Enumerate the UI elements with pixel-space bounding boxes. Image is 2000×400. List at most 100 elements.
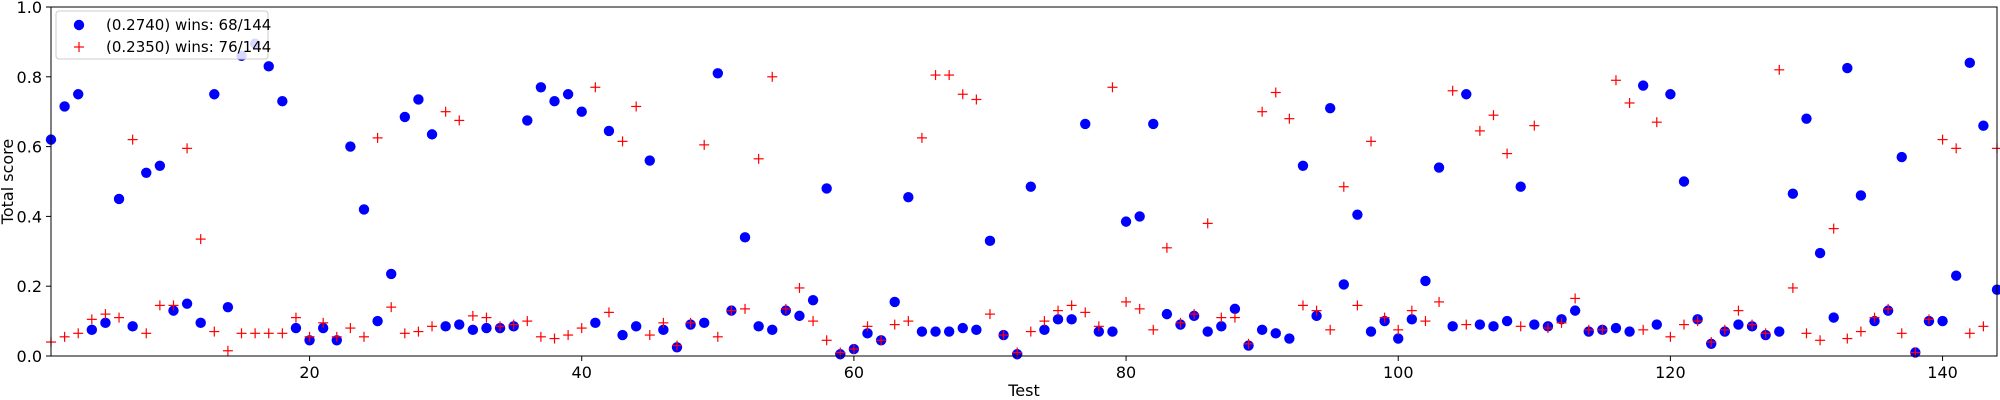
data-point [971,94,982,105]
data-point [358,204,370,215]
data-point [1774,64,1785,75]
data-point [113,193,125,205]
data-point [535,82,547,93]
data-point [712,68,724,79]
data-point [590,82,601,93]
data-point [1815,335,1826,346]
data-point [250,328,261,339]
data-point [753,321,764,332]
data-point [1052,314,1064,325]
data-point [957,322,968,334]
data-point [1692,316,1703,327]
data-point [1869,312,1880,323]
data-point [1121,296,1132,307]
data-point [1964,328,1975,339]
data-point [1733,319,1744,330]
data-point [1637,80,1649,91]
data-point [1801,113,1812,124]
data-point [1297,160,1309,171]
data-point [1297,300,1308,311]
data-point [1978,321,1989,332]
x-tick-label: 140 [1927,363,1958,382]
data-point [1896,328,1907,339]
data-point [1025,326,1036,337]
data-point [807,294,819,306]
data-point [576,106,587,117]
data-point [930,326,941,337]
data-point [1175,317,1186,328]
data-point [1284,333,1295,344]
data-point [903,316,914,327]
data-point [127,321,138,332]
y-axis-label: Total score [0,139,17,225]
data-point [222,345,233,356]
data-point [522,316,533,327]
data-point [944,70,955,81]
data-point [1352,300,1363,311]
data-point [1774,326,1785,337]
data-point [1501,315,1513,327]
data-point [1257,106,1268,117]
data-point [794,282,805,293]
data-point [916,326,928,337]
data-point [671,340,682,351]
data-point [399,111,411,123]
y-tick-label: 1.0 [17,0,42,17]
data-point [154,300,165,311]
data-point [59,331,70,342]
data-point [1801,328,1812,339]
data-point [1202,326,1213,337]
data-point [277,328,288,339]
data-point [1570,293,1581,304]
data-point [1311,305,1322,316]
data-point [277,96,288,107]
data-point [1256,324,1268,336]
data-point [1134,303,1145,314]
data-point [1651,117,1662,128]
data-point [508,319,519,330]
data-point [739,232,751,243]
data-point [467,324,479,336]
data-point [127,134,138,145]
data-point [1366,136,1377,147]
data-point [1678,176,1690,187]
data-point [1923,314,1934,325]
data-point [685,317,696,328]
data-point [181,298,193,309]
data-point [1855,190,1867,201]
data-point [603,307,614,318]
data-point [1488,321,1499,332]
data-point [1474,125,1485,136]
data-point [141,167,152,178]
data-point [1080,307,1091,318]
data-point [753,153,764,164]
data-point [73,328,84,339]
data-point [1379,312,1390,323]
data-point [495,321,506,332]
data-point [1787,282,1798,293]
data-point [1229,312,1240,323]
data-point [658,324,669,336]
data-point [1352,209,1363,220]
data-point [712,331,723,342]
data-point [522,115,533,126]
x-tick-label: 40 [572,363,592,382]
data-point [1447,85,1458,96]
data-point [808,316,819,327]
data-point [1978,120,1989,131]
data-point [1461,89,1472,100]
data-point [971,324,982,336]
y-tick-label: 0.2 [17,277,42,296]
y-tick-label: 0.8 [17,68,42,87]
data-point [1638,324,1649,335]
data-point [1393,333,1404,344]
data-point [1406,305,1417,316]
data-point [1107,82,1118,93]
data-point [399,328,410,339]
data-point [1502,148,1513,159]
data-point [1066,314,1077,325]
data-point [1447,321,1458,332]
data-point [1597,324,1608,335]
data-point [1093,326,1105,337]
data-point [1556,317,1567,328]
